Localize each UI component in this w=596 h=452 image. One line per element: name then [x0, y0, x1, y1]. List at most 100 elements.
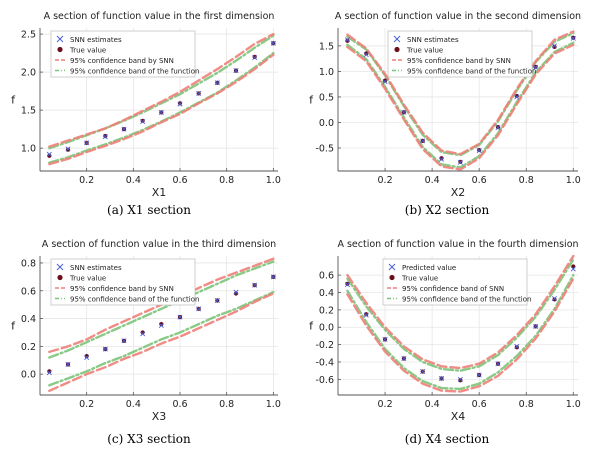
band-function-lower-line [48, 290, 275, 387]
estimate-point [177, 314, 183, 320]
estimate-mark [439, 375, 445, 382]
x-tick-label: 0.6 [472, 399, 487, 410]
legend-label: Predicted value [402, 264, 456, 272]
y-tick-label: 1.0 [21, 144, 36, 155]
chart-title: A section of function value in the secon… [335, 11, 581, 22]
true-value-point [364, 51, 369, 56]
legend-marker-true-value [57, 274, 63, 281]
estimate-point [476, 148, 482, 154]
y-tick-label: 0.0 [319, 323, 334, 334]
true-value-point [65, 147, 71, 152]
estimate-point [196, 306, 202, 312]
y-tick-label: -0.5 [315, 144, 334, 155]
estimate-point [457, 159, 463, 165]
chart-panel-3: A section of function value in the third… [11, 239, 281, 423]
x-tick-label: 0.8 [519, 175, 534, 186]
true-value-point [514, 93, 519, 99]
legend-marker-estimate [393, 35, 401, 43]
true-value-point [439, 156, 444, 161]
estimate-point [401, 355, 407, 362]
estimate-mark [158, 109, 164, 115]
estimate-point [382, 336, 388, 342]
estimate-mark [214, 297, 220, 303]
estimate-point [84, 140, 90, 146]
band-function-upper-line [346, 258, 575, 372]
y-tick-label: 0.4 [21, 314, 36, 325]
estimate-point [363, 312, 369, 318]
legend-marker-true-value [389, 274, 395, 281]
x-tick-label: 0.8 [219, 175, 234, 186]
estimate-point [401, 109, 407, 115]
legend-label: 95% confidence band of the function [407, 67, 536, 75]
y-tick-label: 0.4 [319, 288, 334, 299]
legend-label: True value [406, 46, 443, 54]
x-tick-label: 0.8 [219, 399, 234, 410]
band-snn-lower-line [48, 53, 275, 166]
estimate-mark [382, 336, 388, 342]
legend-label: True value [401, 274, 438, 282]
estimate-point [65, 146, 71, 152]
x-tick-label: 1.0 [566, 175, 581, 186]
x-tick-label: 0.6 [172, 399, 187, 410]
legend: SNN estimates True value 95% confidence ba… [50, 30, 199, 78]
y-axis-label: f [11, 320, 16, 333]
estimate-mark [401, 109, 407, 115]
true-value-point [159, 322, 164, 327]
true-value-point [552, 297, 557, 302]
legend-box [50, 30, 196, 78]
estimate-mark [439, 156, 445, 162]
true-value-point [382, 78, 388, 83]
estimate-point [102, 134, 108, 140]
band-snn-lower-line [346, 43, 575, 171]
legend-box [387, 30, 533, 78]
estimate-point [233, 289, 239, 295]
estimate-point [196, 90, 202, 96]
true-value-point [345, 281, 350, 286]
x-tick-label: 0.4 [126, 399, 141, 410]
estimate-mark [551, 296, 557, 302]
true-value-point [345, 38, 350, 43]
band-snn-upper-line [346, 254, 575, 370]
estimate-mark [420, 138, 426, 144]
estimate-mark [533, 323, 539, 329]
chart-panel-4: A section of function value in the fourt… [309, 239, 581, 423]
estimate-mark [570, 266, 576, 272]
caption-x3-section: (c) X3 section [107, 432, 191, 446]
x-axis-label: X4 [451, 410, 466, 423]
true-value-point [233, 291, 239, 296]
legend-label: 95% confidence band of SNN [402, 285, 504, 293]
true-value-point [140, 330, 145, 335]
band-function-upper-line [48, 260, 275, 359]
estimate-point [252, 282, 258, 288]
estimate-point [495, 361, 501, 367]
x-tick-label: 0.4 [425, 175, 440, 186]
estimate-mark [495, 125, 501, 131]
estimate-point [533, 323, 539, 329]
estimate-point [457, 376, 463, 382]
estimate-point [233, 68, 239, 74]
estimate-point [551, 296, 557, 302]
legend-label: 95% confidence band of the function [70, 67, 199, 75]
estimate-mark [457, 376, 463, 382]
chart-panel-1: A section of function value in the first… [11, 11, 281, 199]
legend: Predicted value True value 95% confidence … [382, 258, 531, 306]
y-tick-label: 0.6 [21, 286, 36, 297]
estimate-mark [84, 354, 90, 360]
true-value-point [458, 378, 463, 383]
estimate-mark [102, 346, 108, 352]
chart-panel-2: A section of function value in the secon… [309, 11, 581, 199]
y-tick-label: -0.6 [315, 375, 334, 386]
y-tick-label: 1.5 [319, 41, 334, 52]
estimate-point [140, 119, 146, 125]
estimate-mark [476, 148, 482, 154]
legend-label: 95% confidence band by SNN [407, 57, 511, 65]
x-tick-label: 0.8 [519, 399, 534, 410]
estimate-mark [177, 314, 183, 320]
estimate-mark [196, 306, 202, 312]
estimate-point [214, 80, 220, 86]
estimate-mark [514, 343, 520, 349]
y-tick-label: 0.6 [319, 271, 334, 282]
estimate-point [495, 125, 501, 131]
estimate-point [570, 266, 576, 272]
legend-label: True value [69, 46, 106, 54]
